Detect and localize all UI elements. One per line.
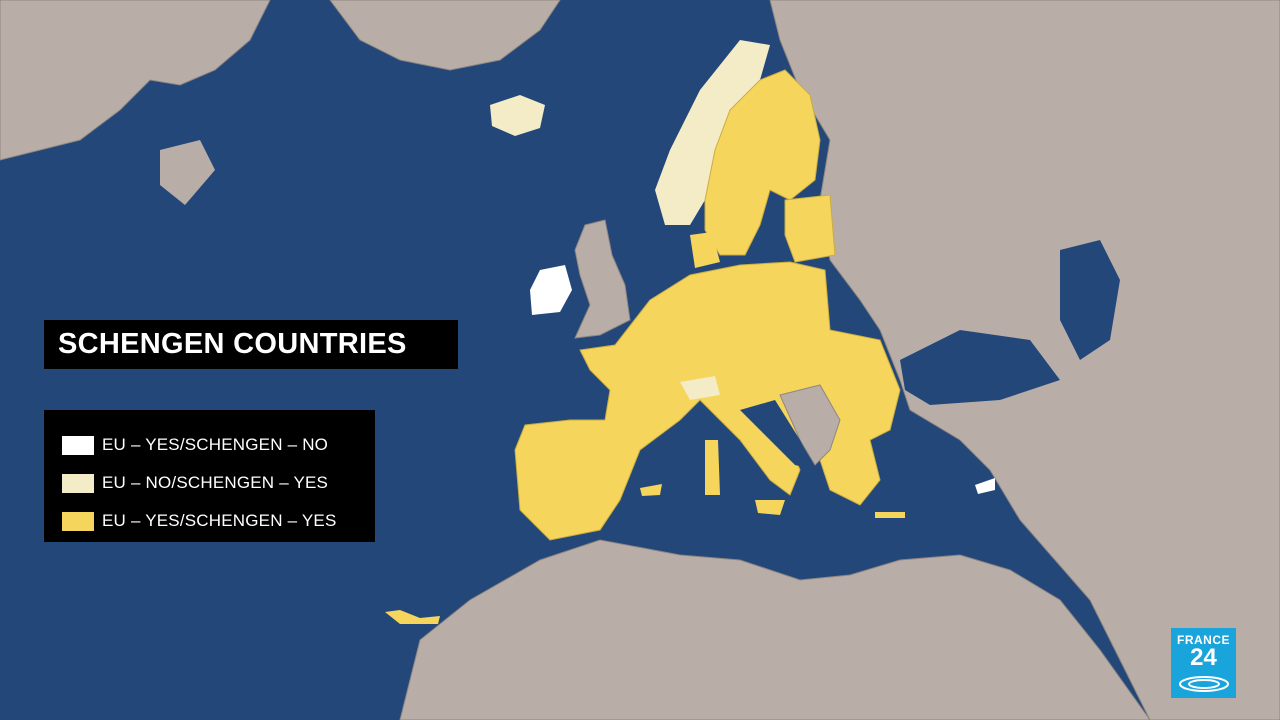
land-ireland [530, 265, 572, 315]
land-crete [875, 512, 905, 518]
map-legend: EU – YES/SCHENGEN – NO EU – NO/SCHENGEN … [44, 410, 375, 542]
land-sicily [755, 500, 785, 515]
land-canaries [385, 610, 440, 624]
logo-waves-icon [1179, 676, 1229, 692]
legend-item: EU – NO/SCHENGEN – YES [62, 464, 375, 502]
land-norway [655, 40, 770, 225]
land-newfoundland [160, 140, 215, 205]
land-canada [0, 0, 271, 161]
land-switzerland [680, 376, 720, 400]
map-title-box: SCHENGEN COUNTRIES [44, 320, 458, 369]
logo-line1: FRANCE [1177, 633, 1230, 647]
land-balearic [640, 484, 662, 496]
land-baltics [784, 194, 836, 263]
black-sea [900, 330, 1060, 405]
legend-label: EU – YES/SCHENGEN – YES [102, 511, 337, 530]
adriatic-sea [740, 400, 815, 470]
map-title: SCHENGEN COUNTRIES [58, 328, 407, 360]
legend-swatch [62, 435, 94, 455]
land-sardinia [705, 440, 720, 495]
land-africa [399, 539, 1151, 720]
land-cyprus [975, 478, 995, 494]
legend-swatch [62, 511, 94, 531]
legend-item: EU – YES/SCHENGEN – NO [62, 426, 375, 464]
legend-label: EU – NO/SCHENGEN – YES [102, 473, 329, 492]
france24-logo: FRANCE 24 [1171, 628, 1236, 698]
caspian-sea [1060, 240, 1120, 360]
land-greenland [329, 0, 561, 71]
logo-line2: 24 [1190, 644, 1217, 671]
land-iceland [490, 95, 545, 136]
land-denmark [690, 232, 720, 268]
land-uk [574, 219, 631, 339]
land-eu-schengen [514, 261, 901, 541]
legend-swatch [62, 473, 94, 493]
legend-label: EU – YES/SCHENGEN – NO [102, 435, 329, 454]
legend-item: EU – YES/SCHENGEN – YES [62, 502, 375, 540]
